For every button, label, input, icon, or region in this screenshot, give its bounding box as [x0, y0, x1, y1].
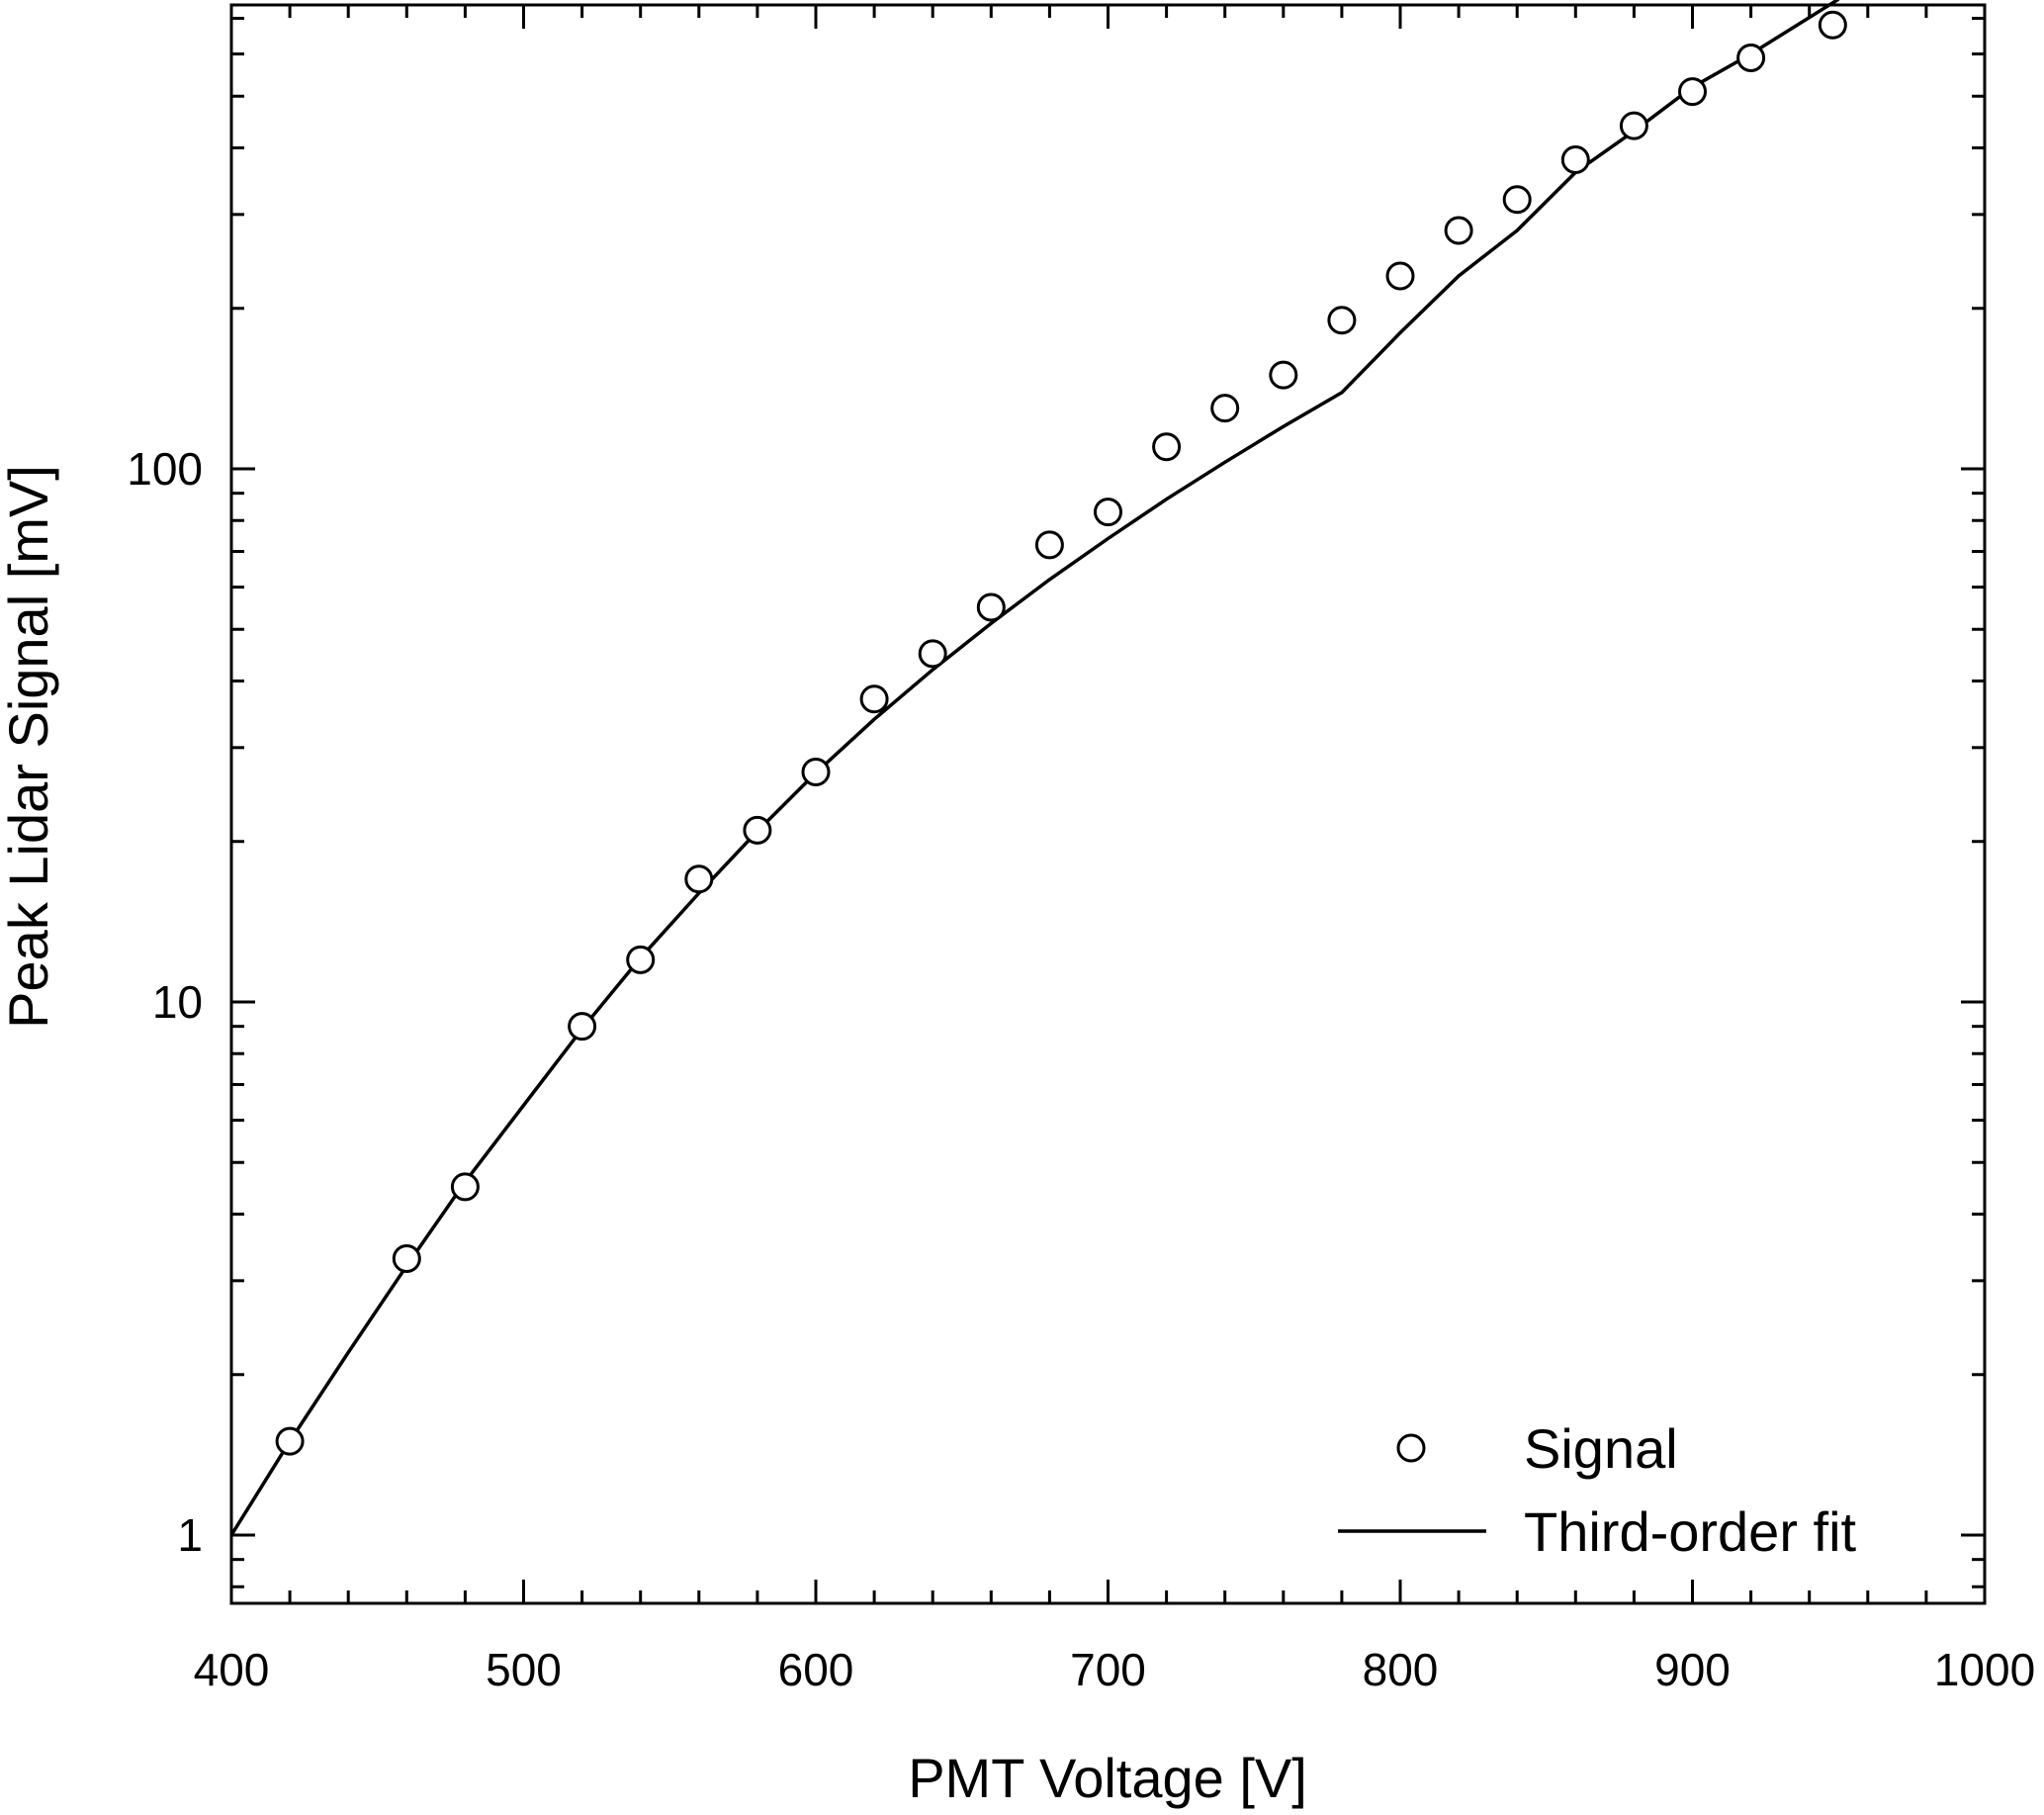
signal-point: [275, 1426, 305, 1456]
x-tick-label: 500: [486, 1644, 562, 1695]
signal-point: [976, 592, 1006, 622]
x-tick-labels: 400 500 600 700 800 900 1000: [194, 1644, 2036, 1695]
signal-point: [1327, 306, 1357, 335]
y-tick-label: 1: [177, 1509, 203, 1561]
signal-point: [1560, 144, 1590, 174]
signal-point: [684, 864, 714, 894]
signal-point: [1619, 111, 1648, 140]
x-tick-label: 800: [1363, 1644, 1439, 1695]
legend-signal-label: Signal: [1524, 1417, 1678, 1480]
y-tick-labels: 1 10 100: [127, 443, 203, 1561]
signal-point: [1736, 44, 1766, 73]
x-axis-title: PMT Voltage [V]: [908, 1747, 1307, 1809]
y-tick-label: 100: [127, 443, 203, 495]
plot-frame: [229, 3, 1987, 1605]
legend-signal-marker: [1396, 1433, 1426, 1463]
signal-point: [1152, 432, 1182, 462]
signal-point: [626, 945, 656, 974]
x-tick-label: 900: [1654, 1644, 1731, 1695]
signal-point: [1502, 185, 1532, 215]
signal-point: [392, 1244, 421, 1274]
signal-point: [1210, 394, 1240, 423]
signal-point: [859, 684, 889, 714]
signal-point: [1678, 77, 1707, 107]
signal-point: [1094, 498, 1122, 527]
signal-point: [1269, 360, 1298, 390]
x-tick-label: 600: [778, 1644, 854, 1695]
legend-fit-label: Third-order fit: [1524, 1500, 1857, 1563]
signal-point: [743, 815, 772, 845]
axis-ticks: [229, 5, 1987, 1603]
y-tick-label: 10: [152, 976, 203, 1028]
signal-point: [450, 1172, 480, 1202]
signal-point: [801, 757, 831, 786]
y-axis-title: Peak Lidar Signal [mV]: [0, 465, 59, 1029]
x-tick-label: 400: [194, 1644, 270, 1695]
signal-point: [568, 1012, 597, 1042]
fit-line: [229, 0, 1840, 1536]
signal-point: [1818, 10, 1847, 40]
signal-point: [1444, 216, 1473, 245]
legend: Signal Third-order fit: [1338, 1417, 1857, 1563]
x-tick-label: 1000: [1934, 1644, 2035, 1695]
signal-point: [1034, 530, 1064, 560]
signal-point: [1385, 261, 1415, 291]
signal-markers: [275, 10, 1847, 1456]
x-tick-label: 700: [1070, 1644, 1146, 1695]
signal-point: [918, 639, 947, 669]
